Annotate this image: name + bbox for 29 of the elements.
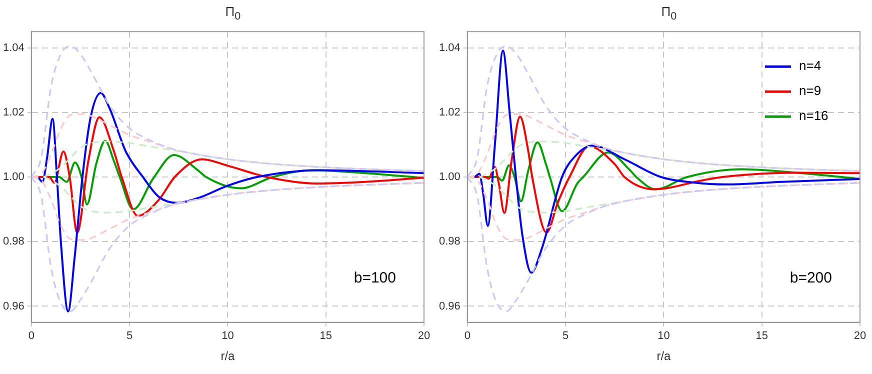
x-tick-label: 0 [464, 330, 470, 342]
y-tick-label: 1.04 [2, 42, 24, 54]
annotation: b=200 [790, 269, 832, 286]
x-tick-label: 10 [658, 330, 670, 342]
x-tick-label: 15 [320, 330, 332, 342]
y-tick-label: 1.02 [2, 106, 24, 118]
x-axis-title: r/a [220, 349, 236, 364]
y-tick-label: 0.96 [2, 300, 24, 312]
x-tick-label: 10 [222, 330, 234, 342]
legend-label: n=4 [799, 58, 822, 74]
y-tick-label: 1.00 [438, 171, 460, 184]
chart-title: Π$_{0}$ [224, 4, 242, 23]
y-tick-label: 0.96 [438, 300, 460, 312]
legend-label: n=9 [799, 83, 822, 98]
chart-title: Π$_{0}$ [660, 4, 678, 23]
x-axis-title: r/a [656, 349, 672, 364]
y-tick-label: 1.04 [438, 42, 460, 54]
x-tick-label: 0 [28, 330, 34, 342]
y-tick-label: 0.98 [2, 236, 24, 248]
annotation: b=100 [354, 269, 396, 286]
legend-label: n=16 [799, 108, 828, 124]
x-tick-label: 5 [126, 330, 133, 342]
y-tick-label: 1.02 [438, 106, 460, 118]
x-tick-label: 15 [756, 330, 768, 342]
x-tick-label: 20 [418, 330, 430, 342]
x-tick-label: 5 [562, 330, 569, 342]
y-tick-label: 0.98 [438, 236, 460, 248]
x-tick-label: 20 [854, 330, 866, 342]
y-tick-label: 1.00 [2, 171, 24, 184]
